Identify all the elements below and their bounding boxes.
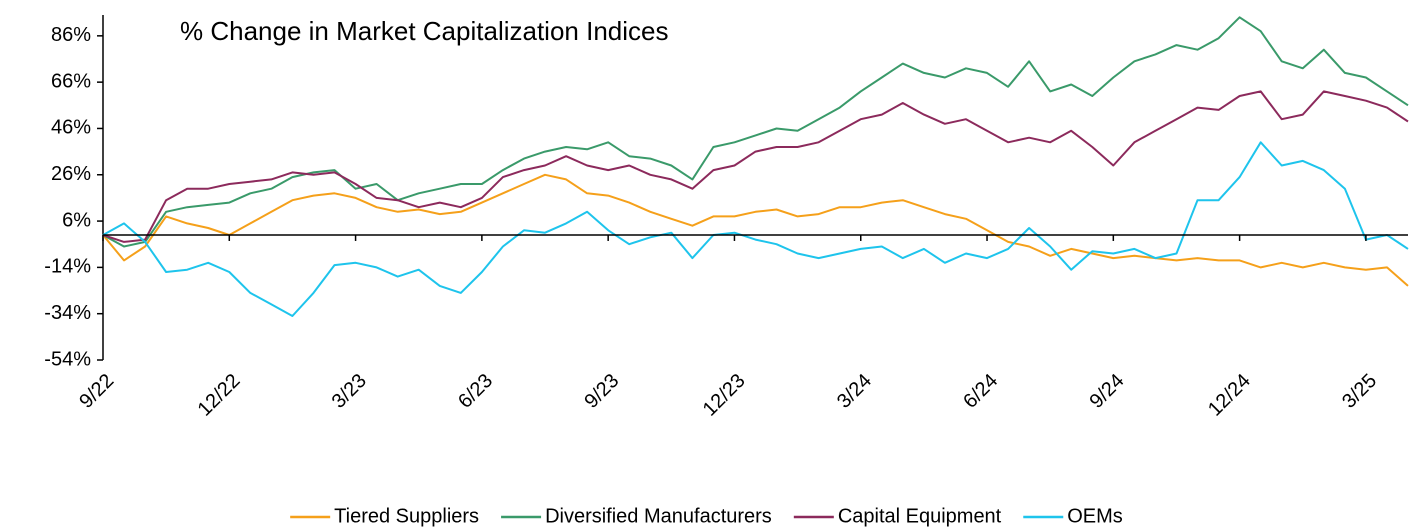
x-tick-label: 12/24: [1204, 370, 1255, 421]
x-tick-label: 6/24: [959, 370, 1002, 413]
x-tick-label: 3/23: [328, 370, 371, 413]
x-tick-label: 12/22: [194, 370, 245, 421]
x-tick-label: 9/22: [75, 370, 118, 413]
x-tick-label: 9/23: [580, 370, 623, 413]
y-tick-label: 6%: [62, 209, 91, 231]
series-line: [102, 173, 1409, 287]
x-tick-label: 9/24: [1086, 370, 1129, 413]
y-tick-label: 26%: [51, 163, 91, 185]
x-tick-label: 3/24: [833, 370, 876, 413]
chart-title: % Change in Market Capitalization Indice…: [180, 16, 668, 46]
x-tick-label: 12/23: [699, 370, 750, 421]
y-tick-label: 66%: [51, 70, 91, 92]
y-tick-label: 46%: [51, 117, 91, 139]
legend-label: Capital Equipment: [838, 505, 1002, 527]
y-tick-label: -34%: [44, 302, 91, 324]
x-tick-label: 3/25: [1338, 370, 1381, 413]
series-line: [102, 90, 1409, 243]
y-tick-label: 86%: [51, 24, 91, 46]
y-tick-label: -14%: [44, 256, 91, 278]
legend-label: OEMs: [1067, 505, 1123, 527]
x-tick-label: 6/23: [454, 370, 497, 413]
legend-label: Tiered Suppliers: [334, 505, 479, 527]
y-tick-label: -54%: [44, 348, 91, 370]
series-line: [102, 16, 1409, 248]
series-line: [102, 141, 1409, 317]
legend-label: Diversified Manufacturers: [545, 505, 772, 527]
